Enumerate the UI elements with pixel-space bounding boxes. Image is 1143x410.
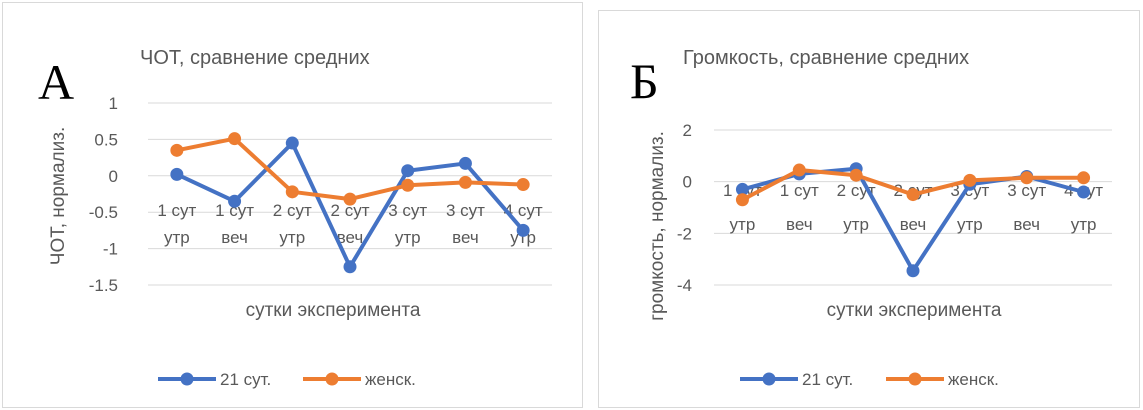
data-point bbox=[228, 132, 242, 146]
x-tick-label-line2: утр bbox=[395, 228, 421, 247]
legend-label: женск. bbox=[948, 370, 999, 389]
data-point bbox=[735, 193, 749, 207]
data-point bbox=[458, 175, 472, 189]
x-tick-label-line2: утр bbox=[164, 228, 190, 247]
data-point bbox=[792, 163, 806, 177]
x-tick-label-line2: веч bbox=[1013, 215, 1040, 234]
legend-swatch-marker bbox=[908, 372, 922, 386]
y-tick-labels-b: 2 0 -2 -4 bbox=[677, 121, 692, 295]
x-tick-label-line1: 3 сут bbox=[388, 201, 427, 220]
x-tick-label-line2: утр bbox=[510, 228, 536, 247]
x-tick-label-line2: веч bbox=[221, 228, 248, 247]
x-tick-label-line1: 4 сут bbox=[504, 201, 543, 220]
data-point bbox=[458, 156, 472, 170]
chart-title-a: ЧОТ, сравнение средних bbox=[140, 47, 370, 69]
data-point bbox=[343, 260, 357, 274]
y-tick-labels-a: 1 0.5 0 -0.5 -1 -1.5 bbox=[89, 94, 118, 295]
x-tick-labels-a: 1 сут утр 1 сут веч 2 сут утр 2 сут веч 3 сут утр… bbox=[157, 201, 542, 247]
chart-title-b: Громкость, сравнение средних bbox=[683, 47, 969, 69]
legend-label: женск. bbox=[365, 370, 416, 389]
y-axis-title-a: ЧОТ, нормализ. bbox=[48, 127, 69, 265]
chart-frame-b bbox=[598, 10, 1140, 408]
legend-b: 21 сут. женск. bbox=[740, 370, 999, 389]
data-point bbox=[516, 223, 530, 237]
x-tick-label-line2: утр bbox=[279, 228, 305, 247]
data-point bbox=[170, 143, 184, 157]
data-point bbox=[228, 194, 242, 208]
data-point bbox=[401, 164, 415, 178]
x-tick-label-line2: веч bbox=[786, 215, 813, 234]
x-tick-label-line2: утр bbox=[1071, 215, 1097, 234]
data-point bbox=[401, 178, 415, 192]
y-tick-label: 0 bbox=[109, 167, 118, 186]
y-tick-label: -2 bbox=[677, 224, 692, 243]
y-tick-label: 1 bbox=[109, 94, 118, 113]
data-point bbox=[343, 192, 357, 206]
y-tick-label: 2 bbox=[683, 121, 692, 140]
panel-letter-b: Б bbox=[630, 53, 659, 109]
data-point bbox=[906, 188, 920, 202]
series-lines-b bbox=[735, 162, 1091, 278]
x-tick-label-line1: 2 сут bbox=[273, 201, 312, 220]
chart-frame-a bbox=[2, 2, 583, 408]
x-axis-title-b: сутки эксперимента bbox=[827, 300, 1002, 321]
data-point bbox=[285, 136, 299, 150]
x-tick-label-line1: 3 сут bbox=[1007, 181, 1046, 200]
x-tick-label-line1: 1 сут bbox=[780, 181, 819, 200]
legend-a: 21 сут. женск. bbox=[158, 370, 416, 389]
y-tick-label: 0.5 bbox=[94, 130, 118, 149]
series-lines-a bbox=[170, 132, 530, 274]
y-axis-title-b: громкость, нормализ. bbox=[647, 131, 668, 321]
y-tick-label: -4 bbox=[677, 276, 692, 295]
x-tick-label-line1: 2 сут bbox=[331, 201, 370, 220]
data-point bbox=[285, 185, 299, 199]
x-tick-label-line1: 3 сут bbox=[446, 201, 485, 220]
x-tick-label-line2: веч bbox=[900, 215, 927, 234]
y-tick-label: -0.5 bbox=[89, 203, 118, 222]
x-tick-label-line2: утр bbox=[843, 215, 869, 234]
legend-swatch-marker bbox=[762, 372, 776, 386]
data-point bbox=[1020, 171, 1034, 185]
data-point bbox=[963, 173, 977, 187]
x-axis-title-a: сутки эксперимента bbox=[246, 300, 421, 321]
x-tick-label-line2: утр bbox=[957, 215, 983, 234]
x-tick-label-line2: веч bbox=[452, 228, 479, 247]
legend-swatch-marker bbox=[325, 372, 339, 386]
y-tick-label: 0 bbox=[683, 173, 692, 192]
gridlines-a bbox=[148, 102, 552, 286]
x-tick-label-line1: 1 сут bbox=[157, 201, 196, 220]
x-tick-label-line2: веч bbox=[337, 228, 364, 247]
data-point bbox=[849, 168, 863, 182]
chart-panel-b: Б Громкость, сравнение средних громкость… bbox=[598, 10, 1140, 408]
data-point bbox=[906, 264, 920, 278]
chart-panel-a: А ЧОТ, сравнение средних ЧОТ, нормализ. … bbox=[2, 2, 583, 408]
y-tick-label: -1.5 bbox=[89, 276, 118, 295]
x-tick-label-line1: 1 сут bbox=[215, 201, 254, 220]
legend-label: 21 сут. bbox=[220, 370, 271, 389]
legend-swatch-marker bbox=[180, 372, 194, 386]
data-point bbox=[735, 182, 749, 196]
legend-label: 21 сут. bbox=[802, 370, 853, 389]
y-tick-label: -1 bbox=[103, 240, 118, 259]
data-point bbox=[516, 178, 530, 192]
data-point bbox=[1077, 171, 1091, 185]
x-tick-label-line2: утр bbox=[730, 215, 756, 234]
data-point bbox=[170, 167, 184, 181]
data-point bbox=[1077, 185, 1091, 199]
panel-letter-a: А bbox=[38, 54, 74, 110]
